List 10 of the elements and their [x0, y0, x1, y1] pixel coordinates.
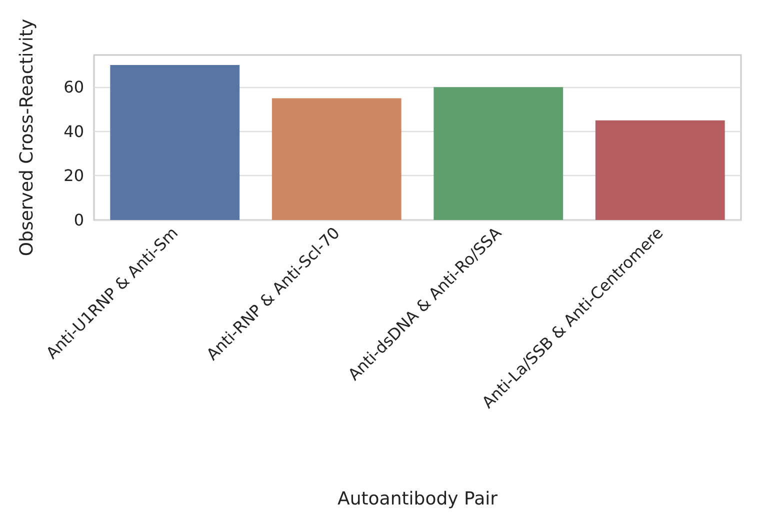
- x-axis-title: Autoantibody Pair: [337, 488, 498, 510]
- y-axis-title: Observed Cross-Reactivity: [16, 18, 38, 256]
- y-tick-label: 0: [74, 210, 84, 230]
- bar: [272, 98, 402, 220]
- bar: [595, 120, 725, 220]
- bar: [434, 87, 564, 220]
- y-tick-label: 60: [64, 78, 84, 97]
- bar: [110, 64, 240, 220]
- y-tick-label: 40: [64, 122, 84, 141]
- y-tick-label: 20: [64, 166, 84, 186]
